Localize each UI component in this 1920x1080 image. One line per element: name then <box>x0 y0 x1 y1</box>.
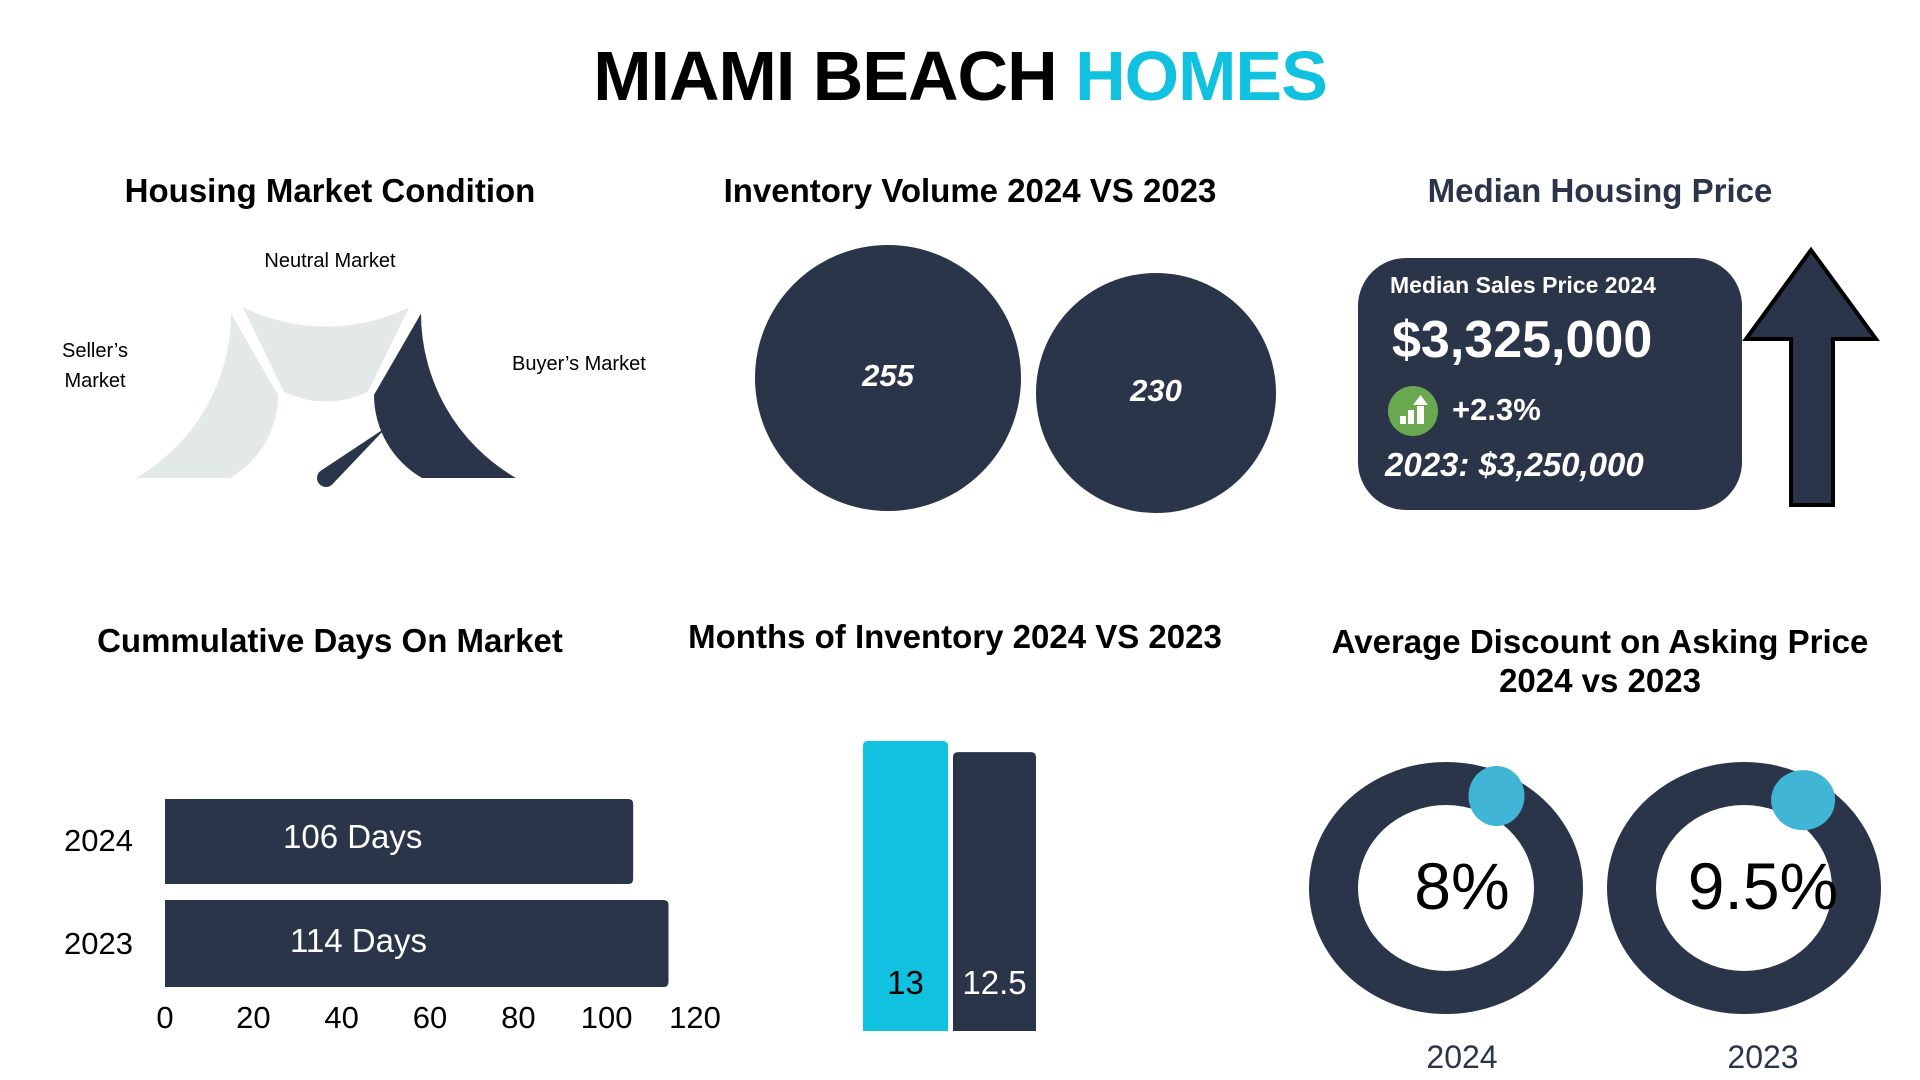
median-price-card: Median Sales Price 2024 $3,325,000 +2.3%… <box>1358 258 1742 510</box>
inventory-title: Inventory Volume 2024 VS 2023 <box>723 172 1217 209</box>
gauge-title: Housing Market Condition <box>124 172 536 209</box>
days-xtick: 20 <box>236 1000 271 1035</box>
discount-title: Average Discount on Asking Price 2024 vs… <box>1290 622 1910 700</box>
page-title: MIAMI BEACH HOMES <box>0 36 1920 116</box>
days-xtick: 60 <box>412 1000 448 1035</box>
inventory-value-2023: 230 <box>1130 373 1182 408</box>
days-xtick: 100 <box>580 1000 633 1035</box>
gauge-segment-neutral <box>242 307 410 402</box>
donut-value-2023: 9.5% <box>1687 849 1839 923</box>
donut-value-2024: 8% <box>1414 849 1510 923</box>
months-title: Months of Inventory 2024 VS 2023 <box>688 618 1222 655</box>
gauge-label-neutral: Neutral Market <box>264 250 396 272</box>
inventory-circle-2024 <box>755 245 1021 511</box>
donut-marker-2024 <box>1468 765 1525 826</box>
days-bar-label-2024: 106 Days <box>283 818 423 855</box>
chart-up-icon <box>1388 386 1438 436</box>
discount-title-line2: 2024 vs 2023 <box>1499 662 1701 699</box>
days-xtick: 120 <box>669 1000 721 1035</box>
days-title: Cummulative Days On Market <box>97 622 563 659</box>
median-price-change: +2.3% <box>1452 392 1541 427</box>
days-xtick: 80 <box>501 1000 536 1035</box>
gauge-needle <box>317 426 388 487</box>
days-ylabel-2024: 2024 <box>64 823 133 858</box>
median-title: Median Housing Price <box>1427 172 1773 209</box>
days-ylabel-2023: 2023 <box>64 926 133 961</box>
gauge-segment-buyer <box>374 313 516 478</box>
gauge-label-buyer: Buyer’s Market <box>512 353 646 375</box>
days-bar-label-2023: 114 Days <box>290 922 427 959</box>
days-xtick: 0 <box>156 1000 174 1035</box>
median-price-value: $3,325,000 <box>1392 311 1653 369</box>
donut-year-2023: 2023 <box>1727 1039 1799 1075</box>
discount-title-line1: Average Discount on Asking Price <box>1331 623 1869 660</box>
months-label-2023: 12.5 <box>962 964 1027 1001</box>
gauge-label-seller-line2: Market <box>64 370 126 392</box>
inventory-value-2024: 255 <box>862 358 914 393</box>
donut-marker-2023 <box>1771 770 1836 831</box>
title-accent: HOMES <box>1075 37 1328 115</box>
gauge-segment-seller <box>136 313 278 478</box>
median-price-label: Median Sales Price 2024 <box>1390 272 1656 298</box>
gauge-label-seller-line1: Seller’s <box>62 340 128 362</box>
title-main: MIAMI BEACH <box>593 37 1057 115</box>
donut-year-2024: 2024 <box>1426 1039 1498 1075</box>
gauge-label-seller: Seller’s Market <box>40 336 150 396</box>
months-label-2024: 13 <box>887 964 924 1001</box>
days-xtick: 40 <box>324 1000 359 1035</box>
inventory-circle-2023 <box>1036 273 1276 513</box>
median-price-previous: 2023: $3,250,000 <box>1385 446 1644 483</box>
